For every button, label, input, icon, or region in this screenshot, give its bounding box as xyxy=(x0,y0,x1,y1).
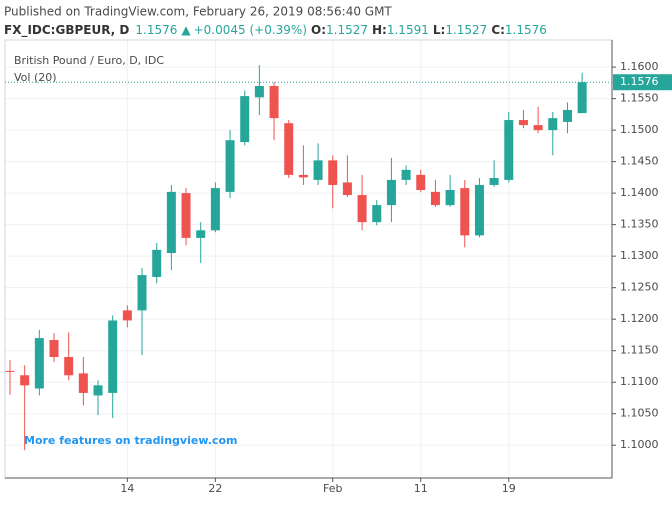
last-price-label: 1.1576 xyxy=(620,75,659,88)
candle-body xyxy=(460,188,470,236)
y-tick-label: 1.1150 xyxy=(620,344,659,357)
header-line: FX_IDC:GBPEUR, D 1.1576 ▲ +0.0045 (+0.39%) O… xyxy=(4,23,547,38)
candle-body xyxy=(474,184,484,236)
o-label: O: xyxy=(311,23,326,37)
x-tick-label: 14 xyxy=(120,482,134,495)
y-tick-label: 1.1500 xyxy=(620,123,659,136)
candle-body xyxy=(430,191,440,206)
candle-body xyxy=(372,205,382,223)
c-label: C: xyxy=(491,23,505,37)
price: 1.1576 xyxy=(135,23,177,37)
candle-body xyxy=(34,338,44,389)
y-tick-label: 1.1550 xyxy=(620,92,659,105)
candle-body xyxy=(49,339,59,357)
candle-body xyxy=(357,195,367,223)
candle-body xyxy=(210,188,220,231)
candle-body xyxy=(416,174,426,190)
y-tick-label: 1.1100 xyxy=(620,375,659,388)
candle-body xyxy=(284,123,294,175)
l-value: 1.1527 xyxy=(445,23,487,37)
candle-body xyxy=(328,160,338,185)
candle-body xyxy=(489,178,499,185)
legend-title: British Pound / Euro, D, IDC xyxy=(14,54,164,67)
candle-body xyxy=(108,320,118,393)
y-tick-label: 1.1600 xyxy=(620,60,659,73)
up-arrow: ▲ xyxy=(181,23,191,37)
candle-body xyxy=(225,140,235,192)
candle-body xyxy=(298,174,308,178)
axes: 1.1000 1.1050 1.1100 1.1150 1.1200 1.1250 1.13… xyxy=(5,60,672,495)
candle-body xyxy=(562,109,572,122)
y-tick-label: 1.1400 xyxy=(620,186,659,199)
candle-body xyxy=(313,160,323,180)
c-value: 1.1576 xyxy=(505,23,547,37)
h-value: 1.1591 xyxy=(387,23,429,37)
x-tick-label: 19 xyxy=(502,482,516,495)
candle-body xyxy=(137,275,147,311)
y-tick-label: 1.1300 xyxy=(620,249,659,262)
y-tick-label: 1.1200 xyxy=(620,312,659,325)
candles xyxy=(5,65,587,451)
watermark[interactable]: More features on tradingview.com xyxy=(24,434,238,447)
x-tick-label: 11 xyxy=(414,482,428,495)
candle-body xyxy=(445,189,455,206)
candle-body xyxy=(518,120,528,126)
change: +0.0045 (+0.39%) xyxy=(194,23,307,37)
h-label: H: xyxy=(372,23,387,37)
candle-body xyxy=(254,86,264,98)
y-tick-label: 1.1350 xyxy=(620,218,659,231)
y-tick-label: 1.1250 xyxy=(620,281,659,294)
candle-body xyxy=(64,356,74,376)
candle-body xyxy=(196,230,206,238)
candle-body xyxy=(122,310,132,321)
candle-body xyxy=(401,169,411,180)
candle-body xyxy=(20,375,30,386)
candle-body xyxy=(533,125,543,131)
candle-body xyxy=(548,118,558,131)
o-value: 1.1527 xyxy=(326,23,368,37)
grid xyxy=(5,40,612,478)
x-tick-label: Feb xyxy=(323,482,342,495)
candle-body xyxy=(78,373,88,393)
l-label: L: xyxy=(433,23,445,37)
last-price-box xyxy=(613,74,672,91)
candle-body xyxy=(181,193,191,238)
candle-body xyxy=(166,191,176,254)
y-tick-label: 1.1000 xyxy=(620,438,659,451)
candle-body xyxy=(342,182,352,196)
volume-label: Vol (20) xyxy=(14,71,57,84)
candle-body xyxy=(152,249,162,277)
candle-body xyxy=(5,370,15,372)
candle-body xyxy=(577,82,587,114)
y-tick-label: 1.1050 xyxy=(620,407,659,420)
symbol: FX_IDC:GBPEUR, D xyxy=(4,23,129,38)
candle-body xyxy=(240,96,250,143)
plot-frame xyxy=(4,39,613,479)
candle-body xyxy=(269,86,279,119)
published-text: Published on TradingView.com, February 2… xyxy=(4,5,392,19)
x-tick-label: 22 xyxy=(208,482,222,495)
candle-body xyxy=(386,179,396,206)
y-tick-label: 1.1450 xyxy=(620,155,659,168)
candle-body xyxy=(504,120,514,180)
candle-body xyxy=(93,385,103,396)
